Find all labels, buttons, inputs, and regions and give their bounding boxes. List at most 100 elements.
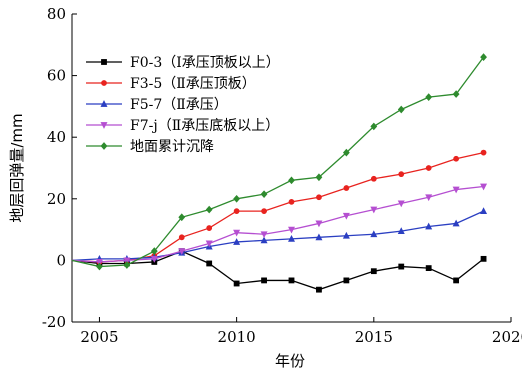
data-point bbox=[342, 212, 350, 220]
data-point bbox=[370, 268, 377, 275]
data-point bbox=[150, 247, 158, 256]
data-point bbox=[288, 234, 295, 242]
data-point bbox=[315, 173, 323, 182]
data-point bbox=[123, 261, 131, 269]
legend-label: 地面累计沉降 bbox=[130, 139, 214, 155]
data-point bbox=[205, 240, 213, 248]
data-point bbox=[233, 208, 240, 215]
series-group bbox=[71, 53, 487, 271]
data-point bbox=[425, 93, 433, 102]
series-group bbox=[71, 248, 487, 293]
data-point bbox=[315, 220, 323, 228]
data-point bbox=[288, 277, 295, 284]
legend-label: F0-3（Ⅰ承压顶板以上） bbox=[130, 55, 280, 71]
series bbox=[71, 53, 488, 293]
data-point bbox=[370, 122, 378, 131]
data-point bbox=[480, 53, 487, 61]
data-point bbox=[205, 205, 213, 214]
data-point bbox=[480, 149, 487, 156]
data-point bbox=[452, 219, 460, 227]
series-line bbox=[71, 185, 484, 263]
data-point bbox=[316, 194, 322, 201]
series-line bbox=[71, 56, 485, 268]
data-point bbox=[453, 155, 460, 162]
data-point bbox=[288, 176, 295, 185]
series-group bbox=[71, 207, 488, 262]
y-tick-label: 0 bbox=[56, 251, 66, 269]
legend-marker bbox=[100, 100, 108, 107]
legend-marker bbox=[101, 80, 107, 86]
legend: F0-3（Ⅰ承压顶板以上） F3-5（Ⅱ承压顶板） F5-7（Ⅱ承压） F7-j（Ⅱ承… bbox=[86, 55, 280, 155]
data-point bbox=[288, 198, 295, 205]
data-point bbox=[260, 231, 268, 239]
data-point bbox=[178, 213, 186, 222]
x-axis-title: 年份 bbox=[275, 352, 305, 370]
series-group bbox=[71, 149, 487, 265]
data-point bbox=[315, 233, 323, 241]
x-tick-label: 2015 bbox=[355, 328, 393, 346]
data-point bbox=[150, 255, 158, 263]
y-tick-label: 40 bbox=[47, 128, 66, 146]
data-point bbox=[343, 185, 350, 191]
series-group bbox=[71, 183, 488, 266]
data-point bbox=[288, 226, 295, 234]
data-point bbox=[261, 277, 267, 284]
y-tick-label: -20 bbox=[42, 313, 66, 331]
series-line bbox=[71, 210, 484, 262]
data-point bbox=[425, 165, 432, 171]
data-point bbox=[233, 238, 241, 245]
x-tick-label: 2020 bbox=[492, 328, 522, 346]
data-point bbox=[398, 263, 405, 270]
data-point bbox=[480, 183, 488, 191]
legend-marker bbox=[100, 142, 108, 150]
data-point bbox=[206, 225, 213, 231]
series-line bbox=[71, 151, 484, 263]
legend-marker bbox=[100, 122, 108, 129]
data-point bbox=[453, 277, 460, 284]
data-point bbox=[342, 148, 350, 157]
data-point bbox=[342, 231, 350, 239]
data-point bbox=[397, 227, 405, 235]
y-tick-label: 80 bbox=[47, 5, 66, 23]
data-point bbox=[452, 90, 460, 98]
data-point bbox=[343, 277, 350, 284]
data-point bbox=[95, 259, 103, 266]
y-tick-label: 20 bbox=[47, 190, 66, 208]
legend-marker bbox=[101, 59, 107, 65]
series-line bbox=[71, 250, 484, 291]
data-point bbox=[425, 194, 433, 202]
data-point bbox=[233, 280, 240, 287]
x-tick-label: 2005 bbox=[80, 328, 118, 346]
legend-label: F5-7（Ⅱ承压） bbox=[130, 97, 228, 113]
axes bbox=[71, 14, 511, 323]
data-point bbox=[452, 186, 460, 194]
data-point bbox=[316, 286, 322, 293]
data-point bbox=[123, 257, 131, 265]
x-tick-label: 2010 bbox=[218, 328, 256, 346]
data-point bbox=[261, 208, 267, 215]
data-point bbox=[178, 248, 186, 256]
data-point bbox=[480, 207, 488, 215]
data-point bbox=[480, 255, 487, 262]
data-point bbox=[178, 234, 185, 241]
data-point bbox=[233, 229, 241, 237]
data-point bbox=[96, 262, 103, 271]
legend-label: F3-5（Ⅱ承压顶板） bbox=[130, 76, 256, 92]
data-point bbox=[397, 105, 405, 114]
data-point bbox=[425, 222, 433, 230]
data-point bbox=[260, 190, 268, 199]
data-point bbox=[425, 265, 432, 271]
data-point bbox=[398, 171, 405, 178]
data-point bbox=[397, 200, 405, 208]
data-point bbox=[370, 175, 377, 182]
data-point bbox=[206, 260, 213, 267]
legend-label: F7-j（Ⅱ承压底板以上） bbox=[130, 118, 279, 134]
data-point bbox=[370, 230, 378, 238]
y-axis-title: 地层回弹量/mm bbox=[8, 113, 26, 222]
data-point bbox=[260, 236, 268, 244]
y-tick-label: 60 bbox=[47, 67, 66, 85]
data-point bbox=[233, 194, 241, 203]
ticks: -20 0 20 40 60 80 2005 2010 2015 2020 bbox=[42, 5, 522, 346]
